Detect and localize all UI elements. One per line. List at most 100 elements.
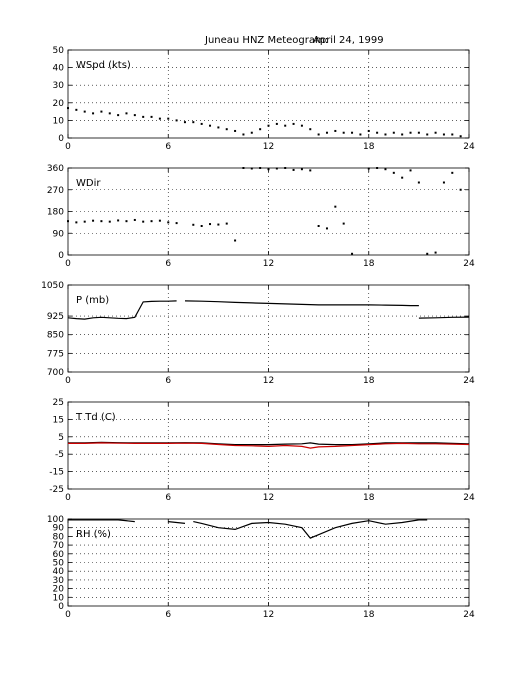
data-point [367, 167, 370, 170]
data-point [75, 108, 78, 111]
y-tick-label: 25 [53, 398, 64, 408]
data-point [300, 124, 303, 127]
data-point [417, 131, 420, 134]
data-point [275, 167, 278, 170]
data-point [334, 129, 337, 132]
y-tick-label: 5 [58, 433, 64, 443]
data-point [225, 128, 228, 131]
data-point [351, 252, 354, 255]
data-point [67, 220, 69, 223]
x-tick-label: 12 [263, 610, 274, 620]
series-line-2 [68, 442, 470, 449]
x-tick-label: 12 [263, 259, 274, 269]
data-point [392, 171, 395, 174]
y-tick-label: 40 [53, 567, 65, 577]
y-tick-label: -15 [49, 468, 64, 478]
x-tick-label: 18 [363, 493, 375, 503]
data-point [292, 122, 295, 125]
y-tick-label: -5 [55, 450, 64, 460]
data-point [426, 133, 429, 136]
data-point [192, 121, 195, 124]
y-tick-label: 80 [53, 532, 65, 542]
data-point [309, 169, 312, 172]
y-tick-label: 925 [47, 312, 64, 322]
y-tick-label: 0 [58, 602, 64, 612]
data-point [133, 218, 136, 221]
x-tick-label: 12 [263, 142, 274, 152]
data-point [325, 227, 328, 230]
y-tick-label: 360 [47, 164, 64, 174]
x-tick-label: 6 [165, 610, 171, 620]
x-tick-label: 6 [165, 376, 171, 386]
data-point [459, 188, 462, 191]
data-point [217, 126, 220, 129]
data-point [309, 128, 312, 131]
data-point [442, 181, 445, 184]
y-tick-label: 20 [53, 585, 65, 595]
x-tick-label: 24 [463, 493, 475, 503]
x-tick-label: 24 [463, 259, 475, 269]
data-point [242, 167, 245, 169]
data-point [217, 223, 220, 226]
panel-1: 0 6 12 18 24 0 10 20 30 40 50 WSpd (kts) [53, 46, 475, 152]
data-point [325, 131, 328, 134]
y-tick-label: 700 [47, 368, 64, 378]
data-point [459, 135, 462, 138]
data-point [209, 223, 212, 226]
data-point [183, 121, 186, 124]
data-point [259, 167, 262, 169]
y-tick-label: 50 [53, 46, 65, 56]
data-point [192, 223, 195, 226]
data-point [334, 205, 337, 208]
data-point [284, 124, 287, 127]
data-point [417, 181, 420, 184]
data-point [209, 124, 212, 127]
axes-frame [67, 284, 470, 373]
data-point [92, 219, 95, 222]
x-tick-label: 18 [363, 142, 375, 152]
y-tick-label: 90 [53, 229, 65, 239]
x-tick-label: 0 [65, 493, 71, 503]
data-point [442, 133, 445, 136]
figure-title-station: Juneau HNZ Meteogram: [204, 35, 328, 46]
y-tick-label: 1050 [41, 281, 64, 291]
x-tick-label: 0 [65, 376, 71, 386]
data-point [175, 119, 178, 122]
data-point [250, 167, 253, 170]
data-point [351, 131, 354, 134]
x-tick-label: 0 [65, 142, 71, 152]
x-tick-label: 24 [463, 142, 475, 152]
data-point [133, 114, 136, 117]
y-tick-label: 850 [47, 331, 64, 341]
data-point [409, 131, 412, 134]
data-point [100, 110, 103, 113]
y-tick-label: 50 [53, 559, 65, 569]
data-point [108, 220, 111, 223]
y-tick-label: 775 [47, 349, 64, 359]
panel-3: 0 6 12 18 24 700 775 850 925 1050 P (mb) [41, 281, 475, 386]
axes-frame [67, 401, 470, 490]
x-tick-label: 6 [165, 493, 171, 503]
data-point [284, 167, 287, 169]
series-line-1 [67, 300, 470, 320]
y-tick-label: 60 [53, 550, 65, 560]
x-tick-label: 6 [165, 259, 171, 269]
data-point [142, 115, 145, 118]
data-point [267, 168, 270, 171]
data-point [367, 129, 370, 132]
y-tick-label: 100 [47, 515, 64, 525]
data-point [200, 225, 203, 227]
data-point [167, 117, 170, 120]
data-point [108, 112, 111, 115]
data-point [384, 168, 387, 171]
data-point [342, 222, 345, 225]
data-point [342, 131, 345, 134]
x-tick-label: 12 [263, 376, 274, 386]
data-point [384, 133, 387, 136]
data-point [250, 131, 253, 134]
y-tick-label: 90 [53, 524, 65, 534]
data-point [267, 124, 270, 127]
y-tick-label: 70 [53, 541, 65, 551]
data-point [300, 168, 303, 171]
